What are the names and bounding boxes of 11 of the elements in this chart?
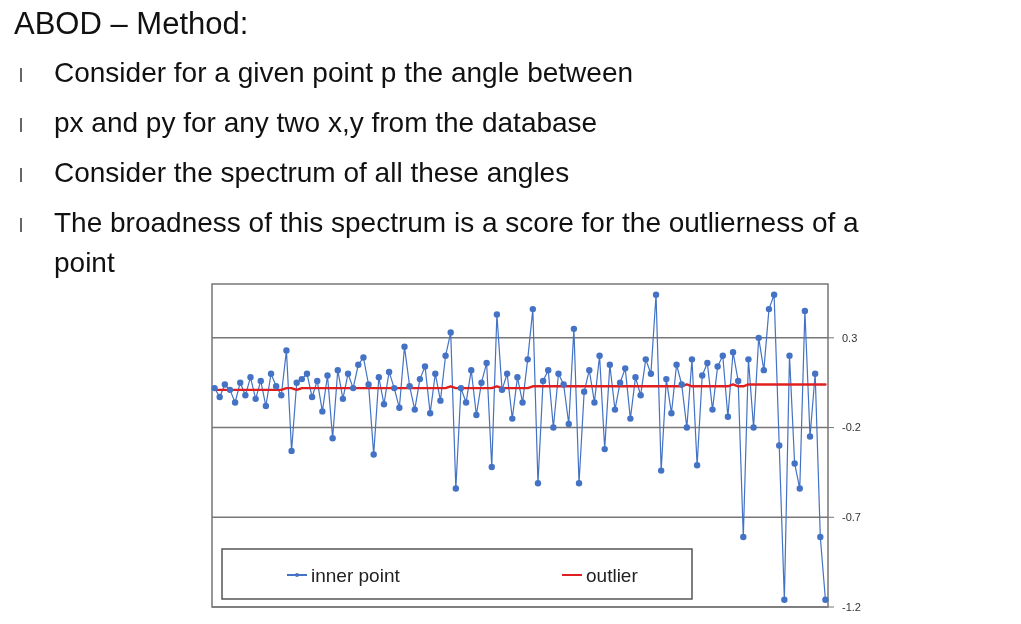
y-tick-label: -0.7 [842, 511, 861, 524]
y-tick-label: -0.2 [842, 421, 861, 434]
legend-label: inner point [311, 564, 401, 586]
y-tick-label: 0.3 [842, 331, 858, 344]
legend-label: outlier [586, 564, 639, 586]
text: The broadness of this spectrum is a score for the outlierness of a point [54, 207, 860, 278]
text: Consider the spectrum of all these angles [54, 157, 570, 188]
text: Consider for a given point p the angle between [54, 57, 634, 88]
chart-title: ABOD – Method: [14, 6, 249, 41]
text: px and py for any two x,y from the database [54, 107, 598, 138]
y-tick-label: -1.2 [842, 600, 861, 613]
